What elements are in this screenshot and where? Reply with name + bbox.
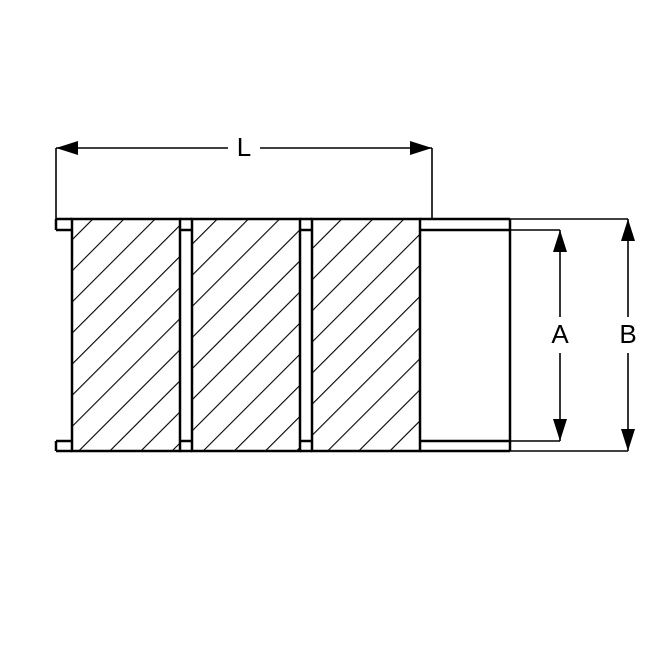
engineering-diagram: L A B [0, 0, 670, 670]
dim-label-L: L [237, 132, 251, 162]
dim-label-B: B [619, 319, 636, 349]
dim-label-A: A [551, 319, 569, 349]
